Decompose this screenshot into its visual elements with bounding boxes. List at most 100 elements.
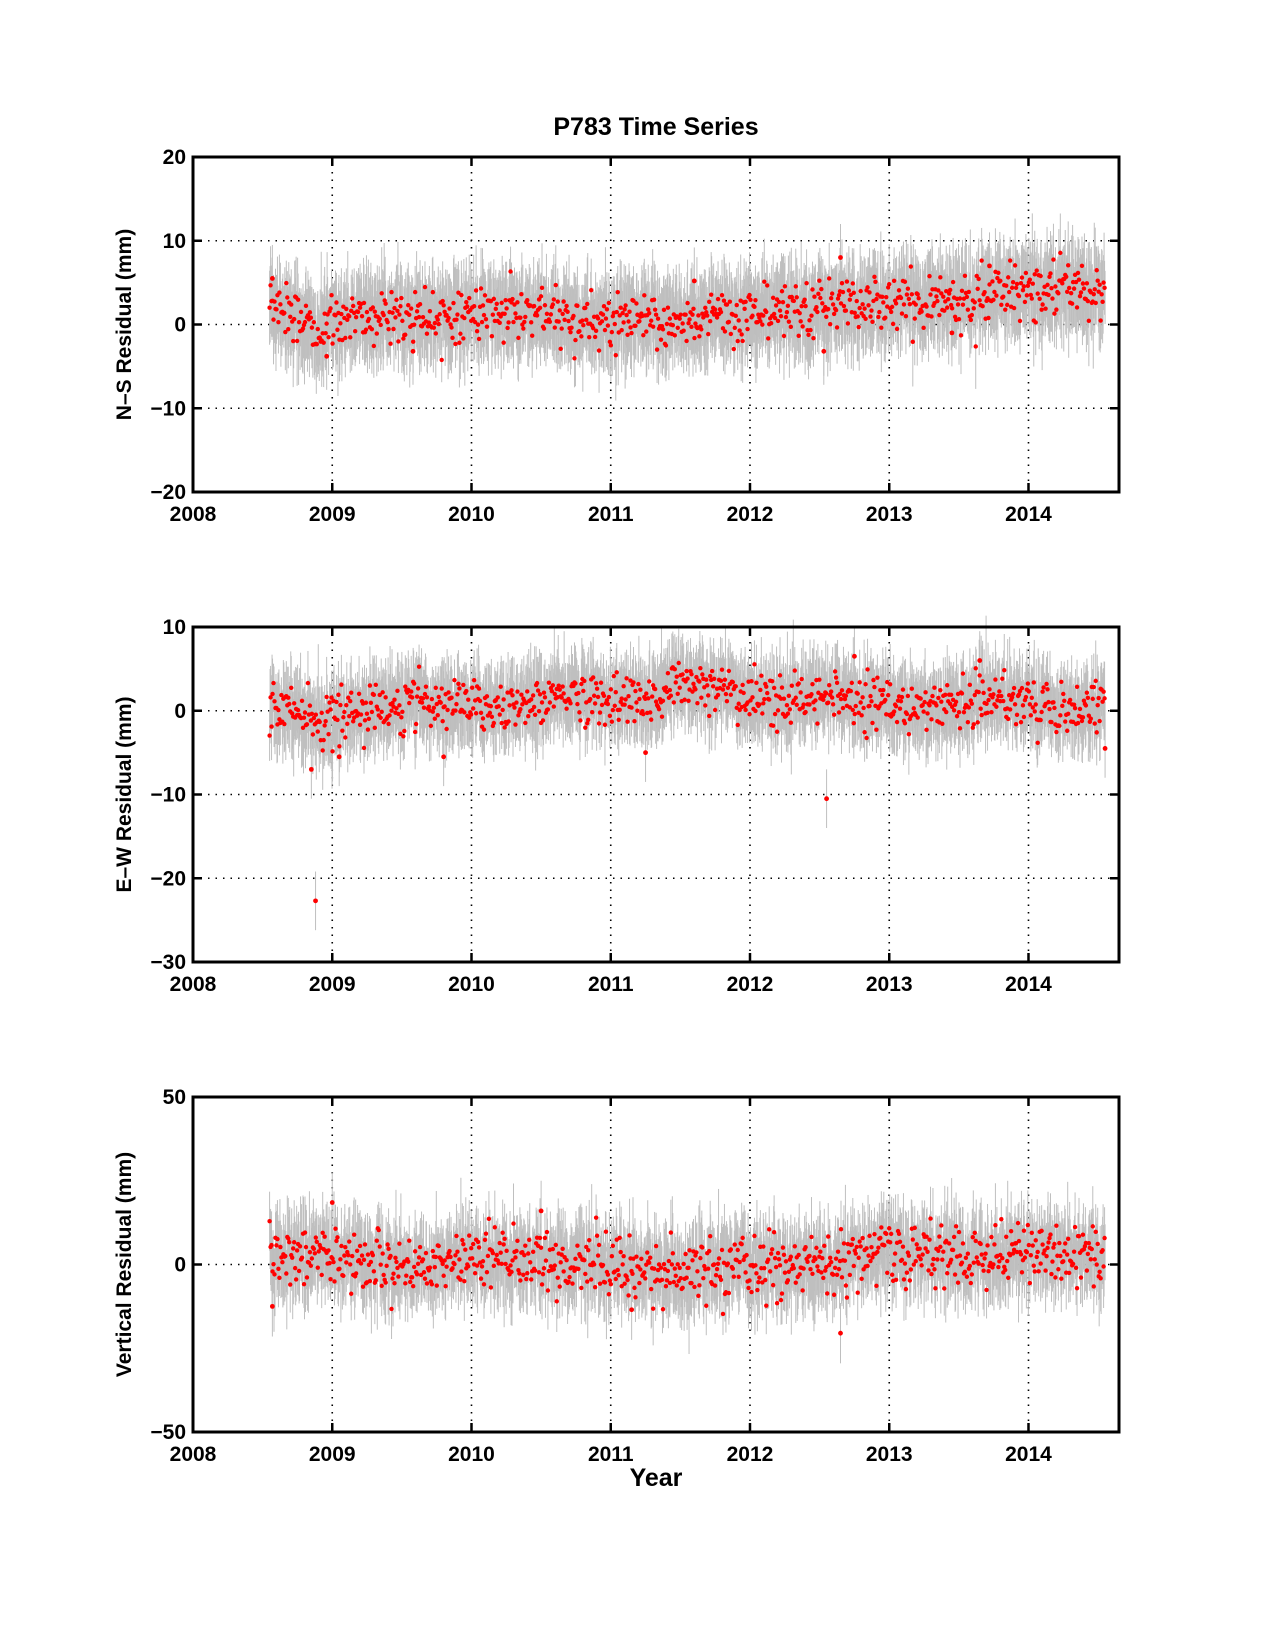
data-points	[267, 653, 1108, 904]
data-point	[520, 702, 525, 707]
data-point	[371, 692, 377, 698]
data-point	[946, 291, 952, 296]
data-point	[761, 701, 766, 706]
data-point	[597, 710, 603, 715]
data-point	[390, 310, 395, 315]
data-point	[500, 707, 505, 713]
data-point	[672, 333, 677, 338]
data-point	[437, 312, 442, 317]
data-point	[853, 703, 858, 709]
data-point	[457, 340, 462, 345]
data-point	[602, 722, 608, 727]
data-point	[579, 681, 584, 687]
data-point	[560, 311, 565, 317]
data-point	[703, 703, 708, 708]
data-point	[689, 324, 694, 330]
data-point	[697, 679, 702, 684]
data-point	[599, 702, 605, 708]
data-point	[399, 295, 404, 301]
data-point	[1094, 268, 1099, 273]
data-point	[677, 316, 682, 321]
data-point	[538, 294, 544, 299]
outlier-point	[269, 276, 275, 281]
data-point	[826, 700, 831, 705]
data-point	[793, 284, 798, 289]
data-point	[752, 662, 757, 667]
data-point	[340, 728, 345, 733]
data-point	[727, 299, 733, 304]
data-point	[762, 279, 767, 284]
data-point	[833, 675, 839, 680]
data-point	[921, 325, 926, 331]
data-point	[641, 332, 646, 338]
data-point	[629, 330, 634, 336]
data-point	[696, 313, 701, 318]
data-point	[1084, 281, 1090, 286]
data-point	[389, 708, 394, 713]
data-point	[768, 321, 774, 326]
data-point	[859, 713, 864, 718]
data-point	[757, 702, 762, 707]
data-point	[289, 302, 294, 307]
data-point	[707, 713, 712, 719]
data-point	[700, 672, 705, 677]
data-point	[590, 325, 596, 331]
data-point	[523, 314, 528, 320]
data-point	[348, 699, 353, 704]
data-point	[674, 674, 679, 679]
data-point	[333, 313, 338, 318]
data-point	[307, 703, 313, 708]
data-point	[916, 296, 921, 301]
data-point	[307, 310, 313, 315]
data-point	[629, 705, 634, 710]
data-point	[843, 308, 849, 313]
data-point	[1056, 291, 1061, 296]
data-point	[959, 288, 965, 293]
data-point	[869, 699, 874, 704]
data-point	[504, 306, 509, 311]
data-point	[890, 321, 896, 327]
data-point	[672, 667, 677, 672]
data-point	[588, 287, 594, 293]
data-point	[1098, 318, 1103, 323]
data-point	[799, 303, 804, 309]
data-point	[291, 316, 297, 322]
data-point	[583, 725, 588, 730]
data-point	[835, 296, 841, 301]
data-point	[938, 275, 943, 280]
data-point	[304, 722, 310, 727]
data-point	[497, 320, 502, 325]
data-point	[532, 712, 538, 717]
x-tick-label: 2013	[866, 503, 913, 526]
data-point	[633, 688, 638, 694]
data-point	[399, 715, 404, 720]
data-point	[778, 314, 784, 319]
data-point	[579, 334, 584, 339]
data-point	[799, 676, 804, 682]
data-point	[454, 317, 459, 322]
data-point	[941, 294, 946, 299]
data-point	[357, 722, 363, 727]
data-point	[767, 697, 772, 702]
data-point	[772, 711, 778, 717]
data-point	[519, 292, 524, 297]
data-point	[609, 329, 615, 335]
data-point	[469, 685, 475, 690]
data-point	[421, 705, 427, 710]
data-point	[950, 279, 956, 285]
data-point	[874, 727, 879, 732]
data-point	[528, 320, 534, 325]
data-point	[814, 305, 819, 310]
data-point	[456, 681, 461, 686]
data-point	[309, 711, 315, 716]
data-point	[442, 309, 447, 315]
data-point	[614, 309, 619, 315]
data-point	[453, 708, 458, 713]
data-point	[884, 294, 889, 300]
data-point	[695, 701, 700, 706]
data-point	[397, 312, 402, 317]
data-point	[793, 695, 798, 700]
data-point	[577, 710, 582, 715]
data-point	[585, 721, 590, 726]
data-point	[317, 719, 322, 725]
